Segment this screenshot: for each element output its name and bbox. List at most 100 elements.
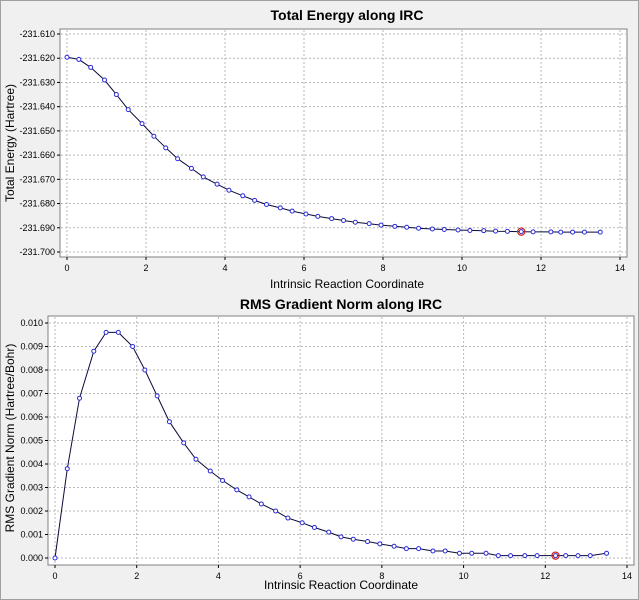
data-point[interactable] [518, 229, 524, 235]
rms-gradient-chart: RMS Gradient Norm along IRC 0 2 4 6 8 10 12 140… [3, 296, 635, 592]
data-point[interactable] [315, 213, 321, 219]
data-point[interactable] [530, 229, 536, 235]
data-point[interactable] [483, 550, 489, 556]
chart-title: RMS Gradient Norm along IRC [240, 296, 442, 312]
data-point[interactable] [193, 456, 199, 462]
data-point[interactable] [273, 508, 279, 514]
data-point[interactable] [252, 197, 258, 203]
data-point[interactable] [403, 546, 409, 552]
data-point[interactable] [587, 553, 593, 559]
data-point[interactable] [258, 501, 264, 507]
data-point[interactable] [481, 228, 487, 234]
data-point[interactable] [130, 344, 136, 349]
x-axis-label: Intrinsic Reaction Coordinate [270, 277, 424, 291]
data-point[interactable] [125, 107, 131, 113]
data-point[interactable] [522, 553, 528, 559]
data-point[interactable] [495, 553, 501, 559]
data-point[interactable] [508, 553, 514, 559]
data-point[interactable] [575, 553, 581, 559]
data-point[interactable] [553, 553, 558, 559]
data-point[interactable] [504, 228, 510, 234]
data-point[interactable] [377, 541, 383, 547]
data-point[interactable] [469, 550, 475, 556]
data-point[interactable] [378, 222, 384, 228]
x-tick-label: 6 [298, 571, 303, 581]
data-point[interactable] [534, 553, 540, 559]
data-point[interactable] [76, 56, 82, 62]
data-point[interactable] [366, 221, 372, 227]
x-tick-label: 4 [222, 263, 227, 273]
data-point[interactable] [455, 227, 461, 233]
x-tick-label: 14 [622, 571, 632, 581]
ticks-layer: 0 2 4 6 8 10 12 14 0.000 0.001 0.002 0.003 0.004 0.00… [20, 318, 632, 581]
data-point[interactable] [329, 216, 335, 222]
data-point[interactable] [341, 218, 346, 224]
data-point[interactable] [365, 539, 371, 545]
data-point[interactable] [285, 515, 291, 521]
data-point[interactable] [416, 225, 422, 231]
data-point[interactable] [391, 543, 397, 549]
data-point[interactable] [175, 156, 181, 162]
data-point[interactable] [102, 77, 108, 83]
current-point-marker[interactable] [551, 551, 560, 560]
data-point[interactable] [299, 520, 305, 526]
current-point-marker[interactable] [517, 227, 526, 236]
data-point[interactable] [442, 548, 448, 554]
data-point[interactable] [558, 229, 564, 235]
data-point[interactable] [220, 477, 226, 483]
data-point[interactable] [326, 529, 332, 535]
data-point[interactable] [289, 208, 295, 214]
data-point[interactable] [64, 54, 70, 60]
data-point[interactable] [597, 229, 603, 235]
data-point[interactable] [64, 466, 70, 472]
data-point[interactable] [493, 228, 499, 234]
data-point[interactable] [581, 229, 587, 235]
data-point[interactable] [604, 550, 610, 556]
data-point[interactable] [404, 224, 410, 230]
data-point[interactable] [548, 229, 554, 235]
y-tick-label: -231.700 [19, 247, 55, 257]
data-point[interactable] [151, 133, 157, 139]
data-point[interactable] [88, 64, 94, 70]
data-point[interactable] [142, 367, 148, 373]
data-point[interactable] [563, 553, 569, 559]
data-point[interactable] [350, 536, 356, 542]
data-point[interactable] [166, 419, 172, 425]
data-point[interactable] [200, 174, 206, 180]
data-point[interactable] [181, 440, 187, 446]
data-point[interactable] [77, 395, 83, 401]
data-point[interactable] [456, 550, 462, 556]
total-energy-chart: Total Energy along IRC 0 2 4 6 8 10 12 14 -231.6… [3, 7, 628, 291]
data-point[interactable] [430, 548, 436, 554]
x-tick-label: 0 [52, 571, 57, 581]
y-tick-label: -231.690 [19, 223, 55, 233]
data-point[interactable] [226, 187, 232, 193]
data-point[interactable] [234, 487, 240, 493]
data-point[interactable] [277, 205, 283, 211]
data-point[interactable] [429, 226, 435, 232]
data-point[interactable] [207, 468, 213, 474]
data-point[interactable] [240, 193, 246, 199]
data-point[interactable] [163, 145, 169, 151]
data-point[interactable] [91, 348, 97, 354]
data-point[interactable] [570, 229, 576, 235]
data-point[interactable] [352, 219, 358, 225]
y-tick-label: 0.007 [20, 389, 43, 399]
data-point[interactable] [113, 92, 119, 98]
data-point[interactable] [416, 546, 422, 552]
data-point[interactable] [115, 329, 121, 335]
data-point[interactable] [103, 329, 109, 335]
data-point[interactable] [441, 226, 447, 232]
data-point[interactable] [246, 494, 252, 500]
data-point[interactable] [52, 555, 58, 561]
data-point[interactable] [188, 165, 194, 171]
data-point[interactable] [214, 181, 220, 187]
data-point[interactable] [467, 227, 473, 233]
data-point[interactable] [303, 211, 309, 217]
data-point[interactable] [338, 534, 344, 540]
data-point[interactable] [311, 524, 317, 530]
data-point[interactable] [139, 121, 145, 127]
data-point[interactable] [263, 202, 269, 208]
data-point[interactable] [154, 393, 160, 399]
data-point[interactable] [392, 223, 398, 229]
